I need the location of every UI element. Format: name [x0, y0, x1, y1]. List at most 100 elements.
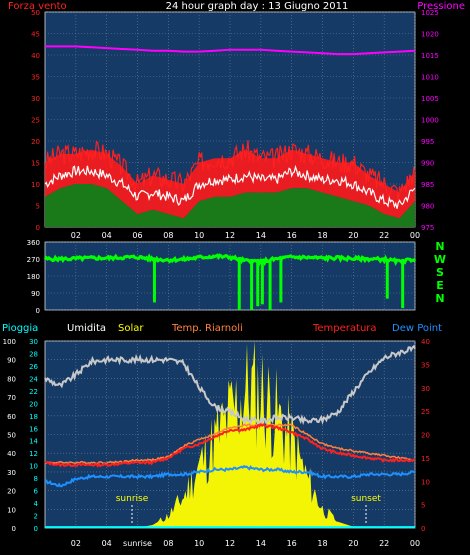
humidity-tick: 80 — [7, 375, 16, 383]
wind-speed-tick: 45 — [31, 31, 40, 39]
wind-speed-tick: 35 — [31, 74, 40, 82]
temperature-tick: 35 — [421, 361, 430, 369]
humidity-line — [44, 344, 416, 427]
pressure-label: Pressione — [417, 1, 465, 12]
pressure-line — [45, 45, 416, 56]
hour-tick: 16 — [287, 539, 297, 548]
hour-tick: 10 — [194, 231, 204, 240]
hour-tick: 00 — [410, 539, 420, 548]
pressure-tick: 990 — [421, 160, 434, 168]
pressure-tick: 980 — [421, 203, 434, 211]
rain-tick: 18 — [29, 413, 38, 421]
direction-tick: 90 — [31, 290, 40, 298]
hour-tick: 18 — [317, 539, 327, 548]
pressure-tick: 1000 — [421, 117, 439, 125]
rain-tick: 26 — [29, 363, 38, 371]
pressure-tick: 1005 — [421, 95, 439, 103]
rain-tick: 4 — [34, 500, 39, 508]
humidity-tick: 100 — [3, 338, 16, 346]
hour-tick: 14 — [256, 539, 266, 548]
wind-low-band — [45, 184, 415, 227]
rain-tick: 0 — [34, 525, 38, 533]
humidity-tick: 50 — [7, 432, 16, 440]
rain-tick: 6 — [34, 488, 39, 496]
hour-tick: 08 — [163, 231, 173, 240]
rain-tick: 22 — [29, 388, 38, 396]
hour-tick: 00 — [410, 231, 420, 240]
humidity-tick: 60 — [7, 413, 16, 421]
wind-gust-line — [44, 140, 416, 202]
rain-tick: 8 — [34, 475, 38, 483]
legend-solar: Solar — [118, 323, 144, 334]
temperature-tick: 15 — [421, 455, 430, 463]
temperature-tick: 40 — [421, 338, 430, 346]
pressure-tick: 975 — [421, 224, 434, 232]
rain-tick: 20 — [29, 400, 38, 408]
wind-speed-label: Forza vento — [8, 1, 67, 12]
hour-tick: 12 — [225, 231, 235, 240]
rain-tick: 2 — [34, 513, 38, 521]
pressure-tick: 1015 — [421, 52, 439, 60]
humidity-tick: 90 — [7, 357, 16, 365]
pressure-tick: 1010 — [421, 74, 439, 82]
hour-tick: 22 — [379, 539, 389, 548]
wind-speed-tick: 50 — [31, 9, 40, 17]
hour-tick: 10 — [194, 539, 204, 548]
wind-spread-band — [45, 149, 415, 219]
legend-pioggia: Pioggia — [2, 323, 38, 334]
rain-tick: 14 — [29, 438, 38, 446]
hour-tick: 04 — [102, 539, 112, 548]
hour-tick: 16 — [287, 231, 297, 240]
hour-tick: 08 — [163, 539, 173, 548]
temperature-tick: 25 — [421, 408, 430, 416]
humidity-tick: 40 — [7, 450, 16, 458]
temperature-tick: 10 — [421, 478, 430, 486]
wind-speed-tick: 15 — [31, 160, 40, 168]
wind-speed-tick: 10 — [31, 181, 40, 189]
rain-tick: 16 — [29, 425, 38, 433]
pressure-tick: 1025 — [421, 9, 439, 17]
dew-point-line — [44, 464, 415, 488]
compass-letters: NWSEN — [434, 240, 447, 305]
direction-tick: 270 — [27, 256, 40, 264]
hour-tick: 20 — [348, 231, 358, 240]
hour-tick: sunrise — [123, 539, 152, 548]
humidity-tick: 10 — [7, 506, 16, 514]
rain-tick: 28 — [29, 350, 38, 358]
hour-tick: 04 — [102, 231, 112, 240]
hour-tick: 06 — [132, 231, 142, 240]
hour-tick: 02 — [71, 539, 81, 548]
rain-tick: 30 — [29, 338, 38, 346]
humidity-tick: 20 — [7, 488, 16, 496]
legend-temperatura: Temperatura — [312, 323, 377, 334]
chart-title: 24 hour graph day : 13 Giugno 2011 — [166, 1, 349, 12]
humidity-tick: 0 — [12, 525, 16, 533]
rain-tick: 12 — [29, 450, 38, 458]
hour-tick: 22 — [379, 231, 389, 240]
wind-speed-tick: 5 — [36, 203, 40, 211]
sunset-annotation: sunset — [351, 494, 381, 504]
temperature-tick: 20 — [421, 432, 430, 440]
humidity-tick: 30 — [7, 469, 16, 477]
wind-speed-tick: 40 — [31, 52, 40, 60]
pressure-tick: 985 — [421, 181, 434, 189]
wind-speed-tick: 25 — [31, 117, 40, 125]
legend-dew-point: Dew Point — [392, 323, 442, 334]
hour-tick: 20 — [348, 539, 358, 548]
hour-tick: 02 — [71, 231, 81, 240]
direction-tick: 360 — [27, 239, 40, 247]
humidity-tick: 70 — [7, 394, 16, 402]
hour-tick: 12 — [225, 539, 235, 548]
rain-tick: 10 — [29, 463, 38, 471]
direction-tick: 0 — [36, 307, 40, 315]
temperature-line — [44, 422, 416, 468]
sunrise-annotation: sunrise — [116, 494, 149, 504]
wind-speed-tick: 0 — [36, 224, 40, 232]
temperature-tick: 0 — [421, 525, 425, 533]
wind-direction-line — [43, 253, 417, 267]
wind-speed-tick: 20 — [31, 138, 40, 146]
legend-temp-riarnoli: Temp. Riarnoli — [171, 323, 243, 334]
temperature-tick: 30 — [421, 385, 430, 393]
solar-area — [45, 341, 415, 528]
legend-umidita: Umidita — [67, 323, 106, 334]
